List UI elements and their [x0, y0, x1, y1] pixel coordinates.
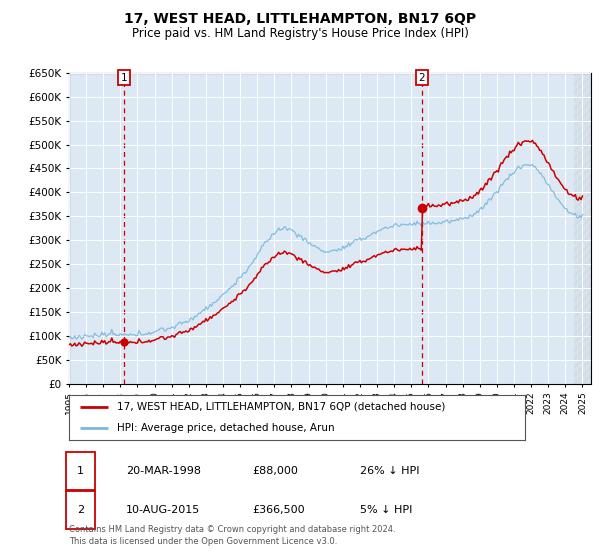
- Text: 17, WEST HEAD, LITTLEHAMPTON, BN17 6QP (detached house): 17, WEST HEAD, LITTLEHAMPTON, BN17 6QP (…: [117, 402, 445, 412]
- Text: 1: 1: [121, 73, 127, 83]
- Text: 1: 1: [77, 466, 84, 476]
- Text: 2: 2: [77, 505, 84, 515]
- Text: 17, WEST HEAD, LITTLEHAMPTON, BN17 6QP: 17, WEST HEAD, LITTLEHAMPTON, BN17 6QP: [124, 12, 476, 26]
- Bar: [574, 73, 591, 384]
- Text: 2: 2: [419, 73, 425, 83]
- Text: 20-MAR-1998: 20-MAR-1998: [126, 466, 201, 476]
- Text: Contains HM Land Registry data © Crown copyright and database right 2024.
This d: Contains HM Land Registry data © Crown c…: [69, 525, 395, 546]
- Text: 5% ↓ HPI: 5% ↓ HPI: [360, 505, 412, 515]
- Text: HPI: Average price, detached house, Arun: HPI: Average price, detached house, Arun: [117, 422, 335, 432]
- Text: £366,500: £366,500: [252, 505, 305, 515]
- Text: 10-AUG-2015: 10-AUG-2015: [126, 505, 200, 515]
- Text: £88,000: £88,000: [252, 466, 298, 476]
- Text: 26% ↓ HPI: 26% ↓ HPI: [360, 466, 419, 476]
- Text: Price paid vs. HM Land Registry's House Price Index (HPI): Price paid vs. HM Land Registry's House …: [131, 27, 469, 40]
